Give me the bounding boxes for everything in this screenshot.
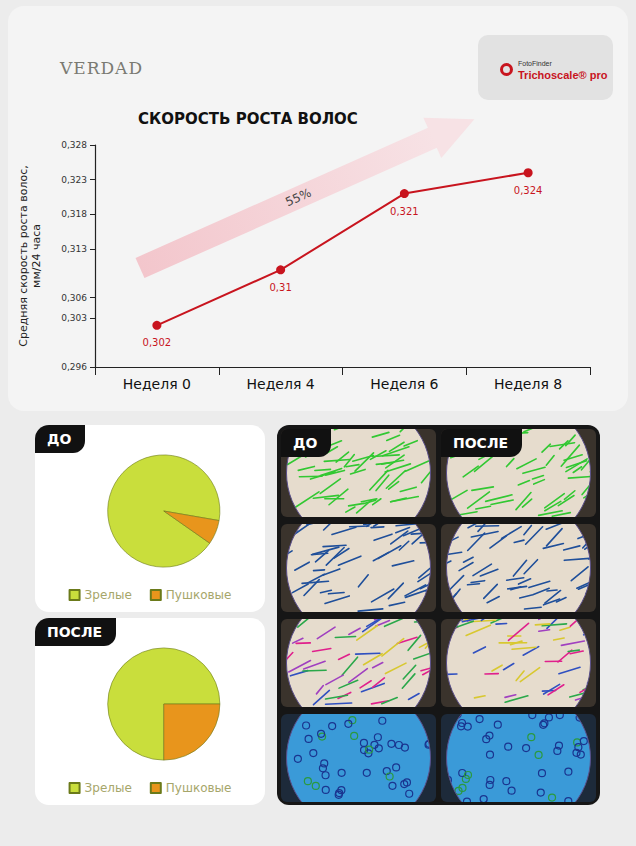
html-text:Trichoscale® pro: Trichoscale® pro xyxy=(518,69,608,81)
html-text:ПОСЛЕ: ПОСЛЕ xyxy=(453,435,509,451)
svg-text:Неделя 6: Неделя 6 xyxy=(370,376,438,392)
svg-text:Пушковые: Пушковые xyxy=(166,781,232,795)
svg-text:СКОРОСТЬ РОСТА ВОЛОС: СКОРОСТЬ РОСТА ВОЛОС xyxy=(138,110,358,128)
svg-text:0,324: 0,324 xyxy=(514,185,543,196)
svg-text:0,296: 0,296 xyxy=(61,362,87,372)
html-text:ПОСЛЕ: ПОСЛЕ xyxy=(47,624,103,640)
svg-text:0,303: 0,303 xyxy=(61,313,87,323)
html-text:VERDAD: VERDAD xyxy=(60,58,143,78)
html-text:ДО: ДО xyxy=(293,435,318,451)
html-text:ДО: ДО xyxy=(47,431,72,447)
svg-text:0,323: 0,323 xyxy=(61,175,87,185)
svg-text:Неделя 8: Неделя 8 xyxy=(494,376,562,392)
svg-text:0,318: 0,318 xyxy=(61,209,87,219)
svg-text:Зрелые: Зрелые xyxy=(85,781,132,795)
svg-text:55%: 55% xyxy=(283,186,313,210)
svg-text:0,321: 0,321 xyxy=(390,206,419,217)
svg-text:0,306: 0,306 xyxy=(61,293,87,303)
svg-text:Неделя 4: Неделя 4 xyxy=(247,376,315,392)
svg-text:мм/24 часа: мм/24 часа xyxy=(30,224,43,288)
svg-text:Зрелые: Зрелые xyxy=(85,588,132,602)
svg-text:0,31: 0,31 xyxy=(269,282,291,293)
svg-text:Неделя 0: Неделя 0 xyxy=(123,376,191,392)
svg-text:0,328: 0,328 xyxy=(61,140,87,150)
svg-text:0,302: 0,302 xyxy=(143,337,172,348)
svg-text:Средняя скорость роста волос,: Средняя скорость роста волос, xyxy=(17,165,30,346)
svg-text:Пушковые: Пушковые xyxy=(166,588,232,602)
svg-text:0,313: 0,313 xyxy=(61,244,87,254)
html-text:FotoFinder: FotoFinder xyxy=(518,60,552,67)
